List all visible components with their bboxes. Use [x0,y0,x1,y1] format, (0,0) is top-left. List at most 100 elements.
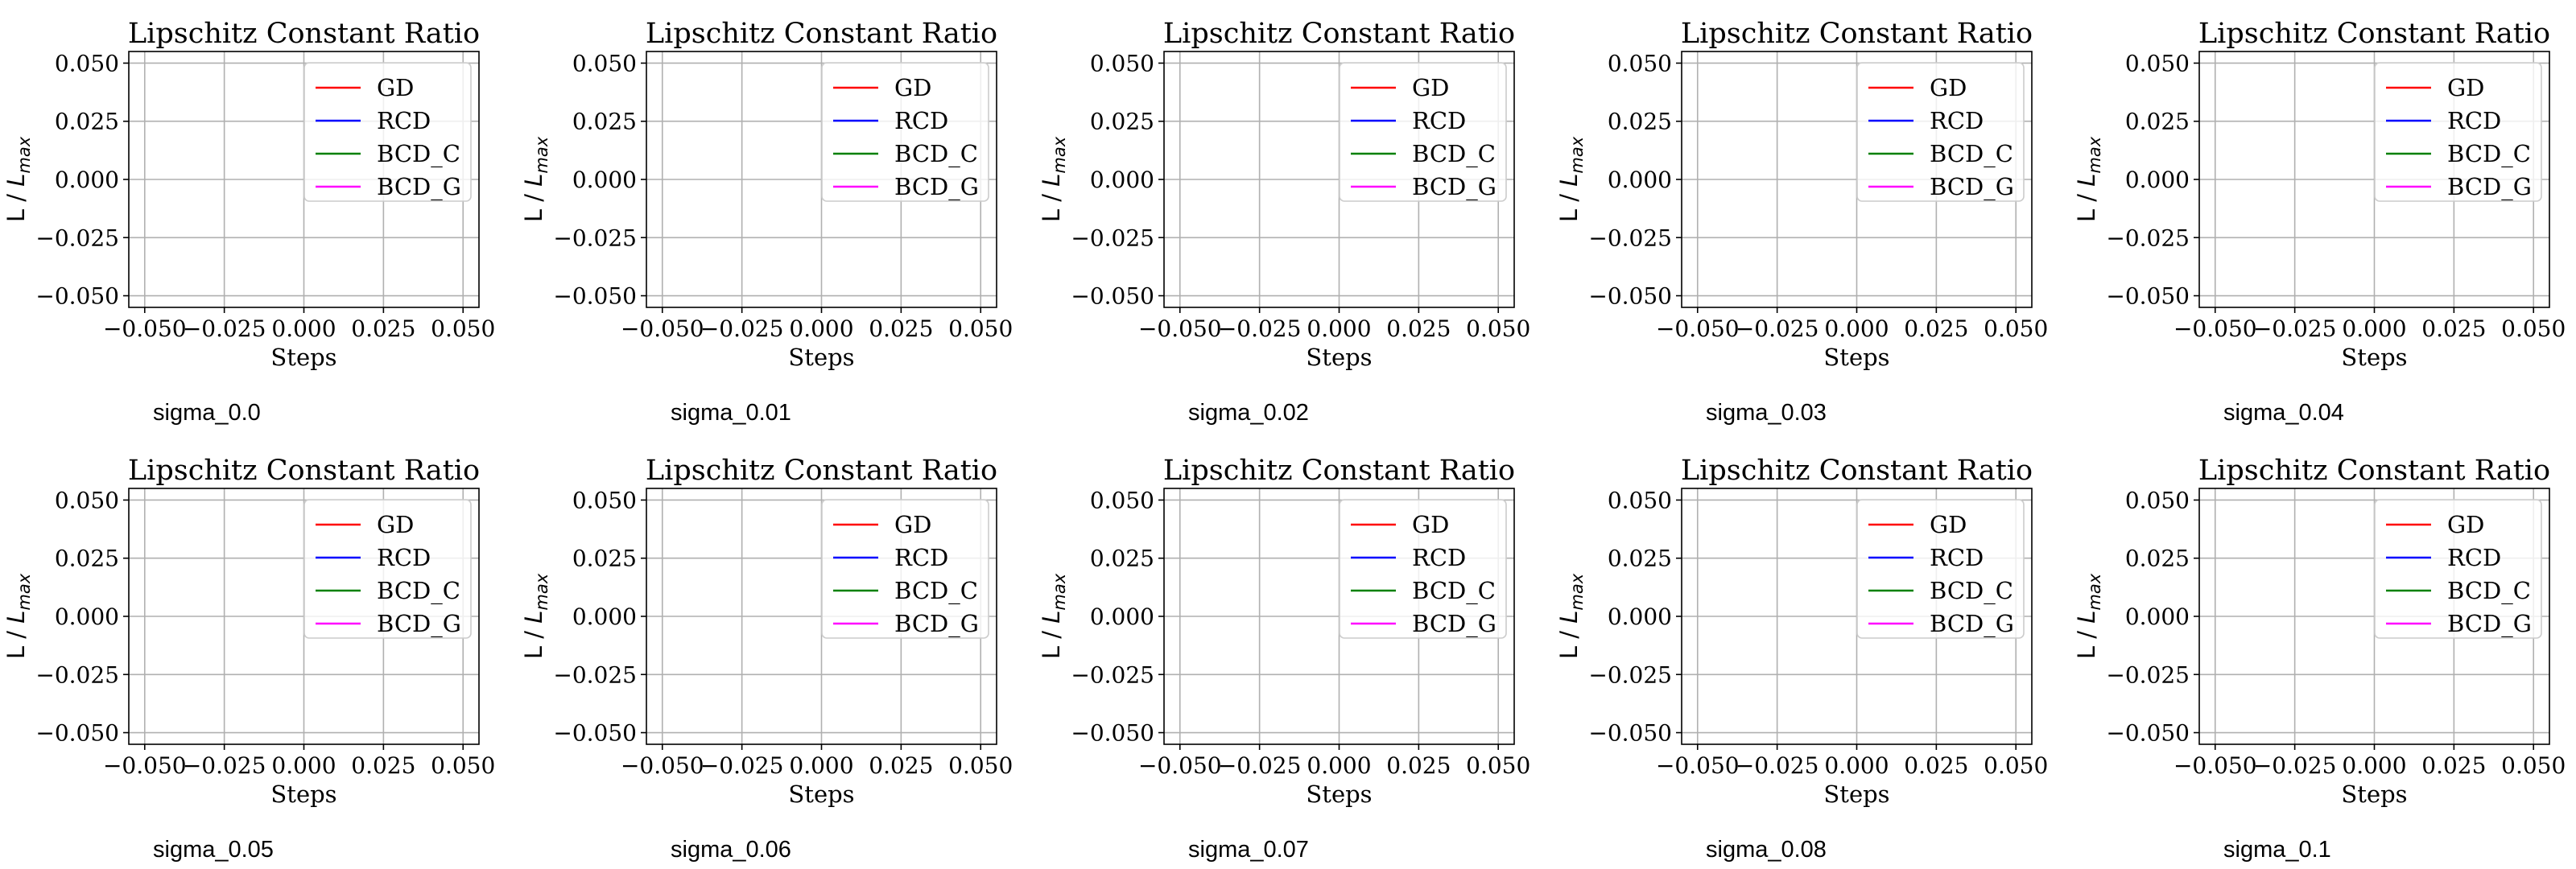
x-tick-label: 0.025 [869,752,933,779]
x-tick-label: −0.025 [2253,315,2337,342]
subplot-caption: sigma_0.08 [1706,837,1827,863]
x-tick-label: 0.050 [1984,315,2048,342]
x-axis-label: Steps [1306,780,1372,808]
legend-label-RCD: RCD [894,107,948,134]
legend-label-GD: GD [1412,511,1449,538]
subplot-title: Lipschitz Constant Ratio [128,18,480,50]
legend-label-GD: GD [2447,511,2484,538]
x-tick-label: 0.000 [271,752,336,779]
y-tick-label: 0.000 [1090,603,1154,630]
subplot-caption: sigma_0.06 [671,837,791,863]
x-tick-label: 0.025 [1904,315,1968,342]
legend-label-GD: GD [1930,74,1967,101]
y-axis-label: L / Lmax [1038,136,1069,222]
legend-label-GD: GD [894,74,931,101]
x-tick-label: −0.025 [1736,315,1819,342]
x-tick-label: −0.025 [2253,752,2337,779]
y-tick-label: −0.050 [553,720,637,747]
y-tick-label: 0.050 [1090,50,1154,76]
subplot-caption: sigma_0.02 [1188,400,1309,426]
y-tick-label: 0.000 [572,167,637,193]
y-tick-label: −0.050 [1588,720,1672,747]
subplot-title: Lipschitz Constant Ratio [1681,18,2033,50]
x-axis-label: Steps [270,780,336,808]
legend-label-BCD_G: BCD_G [1412,610,1496,638]
legend-label-BCD_G: BCD_G [377,173,461,201]
legend-label-GD: GD [1930,511,1967,538]
y-tick-label: −0.050 [2106,283,2190,310]
y-axis-label: L / Lmax [2,136,34,222]
legend-label-BCD_C: BCD_C [377,577,460,605]
x-tick-label: 0.050 [2501,752,2566,779]
x-tick-label: −0.050 [1656,315,1740,342]
y-axis-label: L / Lmax [2073,136,2104,222]
legend-label-GD: GD [377,511,414,538]
y-tick-label: 0.050 [55,50,119,76]
y-axis-label: L / Lmax [2,573,34,659]
subplot-caption: sigma_0.03 [1706,400,1827,426]
legend-box [2374,62,2542,202]
subplot-title: Lipschitz Constant Ratio [1681,455,2033,487]
legend: GD RCD BCD_C BCD_G [821,62,989,202]
subplot-sigma_0.03: −0.050−0.025 0.000 0.025 0.050−0.050−0.0250… [1555,18,2048,426]
subplot-sigma_0.01: −0.050−0.025 0.000 0.025 0.050−0.050−0.0250… [520,18,1013,426]
x-axis-label: Steps [2341,344,2407,371]
legend: GD RCD BCD_C BCD_G [2374,499,2542,639]
x-tick-label: −0.050 [1656,752,1740,779]
x-tick-label: 0.000 [2342,752,2406,779]
x-tick-label: 0.000 [1824,752,1889,779]
x-tick-label: −0.025 [1218,752,1302,779]
x-tick-label: 0.050 [1466,315,1530,342]
legend-label-GD: GD [377,74,414,101]
legend-label-RCD: RCD [1412,107,1466,134]
legend-label-BCD_C: BCD_C [1930,577,2013,605]
legend-box [303,499,472,639]
legend-label-RCD: RCD [2447,107,2501,134]
y-tick-label: 0.050 [572,50,637,76]
subplot-title: Lipschitz Constant Ratio [2198,18,2550,50]
subplot-title: Lipschitz Constant Ratio [646,18,997,50]
x-tick-label: −0.050 [103,315,187,342]
legend-label-BCD_C: BCD_C [377,140,460,168]
x-tick-label: 0.050 [1984,752,2048,779]
y-tick-label: 0.050 [2125,50,2190,76]
y-tick-label: −0.050 [35,283,119,310]
legend-box [821,499,989,639]
y-tick-label: −0.050 [1071,720,1154,747]
subplot-sigma_0.06: −0.050−0.025 0.000 0.025 0.050−0.050−0.0250… [520,455,1013,863]
legend-box [1339,499,1507,639]
x-tick-label: 0.000 [789,752,853,779]
x-tick-label: −0.025 [700,315,784,342]
legend-label-GD: GD [894,511,931,538]
x-axis-label: Steps [1823,344,1889,371]
subplot-caption: sigma_0.1 [2223,837,2331,863]
x-tick-label: 0.025 [1386,315,1451,342]
subplot-caption: sigma_0.01 [671,400,791,426]
legend-box [821,62,989,202]
legend-box [1856,62,2025,202]
legend-box [1339,62,1507,202]
legend-label-BCD_G: BCD_G [377,610,461,638]
legend-label-RCD: RCD [894,544,948,571]
y-tick-label: 0.050 [55,487,119,513]
y-tick-label: −0.025 [1588,661,1672,688]
y-tick-label: 0.050 [2125,487,2190,513]
y-axis-label: L / Lmax [520,573,551,659]
x-tick-label: 0.025 [869,315,933,342]
legend-label-BCD_G: BCD_G [2447,610,2532,638]
y-axis-label: L / Lmax [520,136,551,222]
y-tick-label: −0.050 [35,720,119,747]
y-tick-label: 0.000 [1608,167,1672,193]
legend-label-BCD_G: BCD_G [1412,173,1496,201]
y-tick-label: 0.000 [1608,603,1672,630]
legend: GD RCD BCD_C BCD_G [1339,499,1507,639]
x-tick-label: −0.025 [183,752,266,779]
x-tick-label: 0.000 [1824,315,1889,342]
legend: GD RCD BCD_C BCD_G [303,499,472,639]
y-tick-label: 0.050 [572,487,637,513]
y-axis-label: L / Lmax [2073,573,2104,659]
legend: GD RCD BCD_C BCD_G [2374,62,2542,202]
subplot-sigma_0.05: −0.050−0.025 0.000 0.025 0.050−0.050−0.0250… [2,455,495,863]
x-tick-label: 0.050 [431,752,495,779]
y-tick-label: −0.050 [1588,283,1672,310]
